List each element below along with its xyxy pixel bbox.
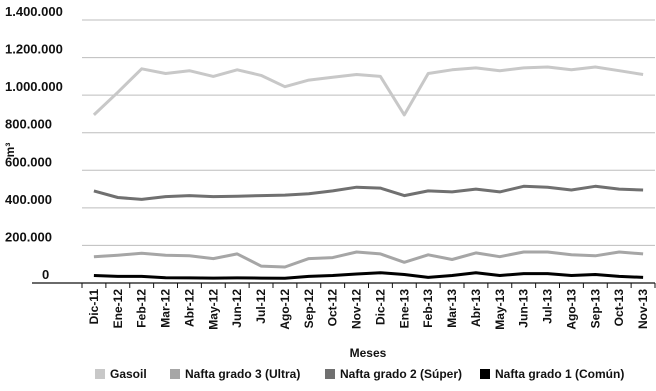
y-axis-label: m³: [3, 143, 17, 158]
legend-swatch: [325, 369, 335, 379]
y-tick-label: 800.000: [5, 117, 52, 132]
gridlines: [82, 19, 655, 246]
x-tick-label: Oct-13: [612, 289, 626, 327]
series-line-nafta-grado-3-ultra: [93, 250, 644, 269]
legend-label: Gasoil: [110, 367, 147, 381]
y-tick-label: 400.000: [5, 192, 52, 207]
y-tick-label: 200.000: [5, 229, 52, 244]
y-tick-label: 1.000.000: [5, 79, 63, 94]
x-axis-ticks: Dic-11 Ene-12 Feb-12 Mar-12 Abr-12 May-12 Jun-…: [81, 283, 656, 330]
x-tick-label: Feb-12: [135, 289, 149, 328]
x-tick-label: Sep-12: [302, 289, 316, 329]
series-line-nafta-grado-2-s-per: [93, 184, 644, 201]
x-tick-label: May-12: [206, 289, 220, 330]
x-tick-label: Ago-12: [278, 289, 292, 330]
x-tick-label: Oct-12: [326, 289, 340, 327]
x-tick-label: Jun-13: [517, 289, 531, 328]
x-tick-label: Mar-13: [445, 289, 459, 328]
legend-label: Nafta grado 2 (Súper): [340, 367, 462, 381]
x-tick-label: Mar-12: [159, 289, 173, 328]
series-lines: [92, 65, 644, 280]
legend-swatch: [480, 369, 490, 379]
x-tick-label: Ene-12: [111, 289, 125, 329]
y-tick-label: 0: [42, 267, 49, 282]
y-axis-ticks: 0 200.000 400.000 600.000 800.000 1.000.000 1.…: [5, 4, 63, 282]
x-tick-label: Feb-13: [421, 289, 435, 328]
x-tick-label: Nov-12: [350, 289, 364, 329]
y-tick-label: 1.200.000: [5, 42, 63, 57]
x-tick-label: Abr-12: [182, 289, 196, 327]
x-tick-label: Ene-13: [397, 289, 411, 329]
legend-label: Nafta grado 1 (Común): [495, 367, 624, 381]
x-tick-label: Dic-11: [87, 289, 101, 325]
x-tick-label: May-13: [493, 289, 507, 330]
x-tick-label: Jul-12: [254, 289, 268, 324]
legend-label: Nafta grado 3 (Ultra): [185, 367, 300, 381]
x-tick-label: Jun-12: [230, 289, 244, 328]
x-tick-label: Sep-13: [588, 289, 602, 329]
x-tick-label: Dic-12: [373, 289, 387, 325]
x-tick-label: Abr-13: [469, 289, 483, 327]
x-tick-label: Nov-13: [636, 289, 650, 329]
legend: Gasoil Nafta grado 3 (Ultra) Nafta grado 2…: [95, 367, 624, 381]
y-tick-label: 600.000: [5, 154, 52, 169]
series-line-gasoil: [92, 65, 644, 117]
legend-swatch: [170, 369, 180, 379]
x-tick-label: Ago-13: [564, 289, 578, 330]
series-line-nafta-grado-1-com-n: [93, 271, 644, 280]
x-axis-label: Meses: [350, 346, 387, 360]
legend-swatch: [95, 369, 105, 379]
x-tick-label: Jul-13: [541, 289, 555, 324]
y-tick-label: 1.400.000: [5, 4, 63, 19]
